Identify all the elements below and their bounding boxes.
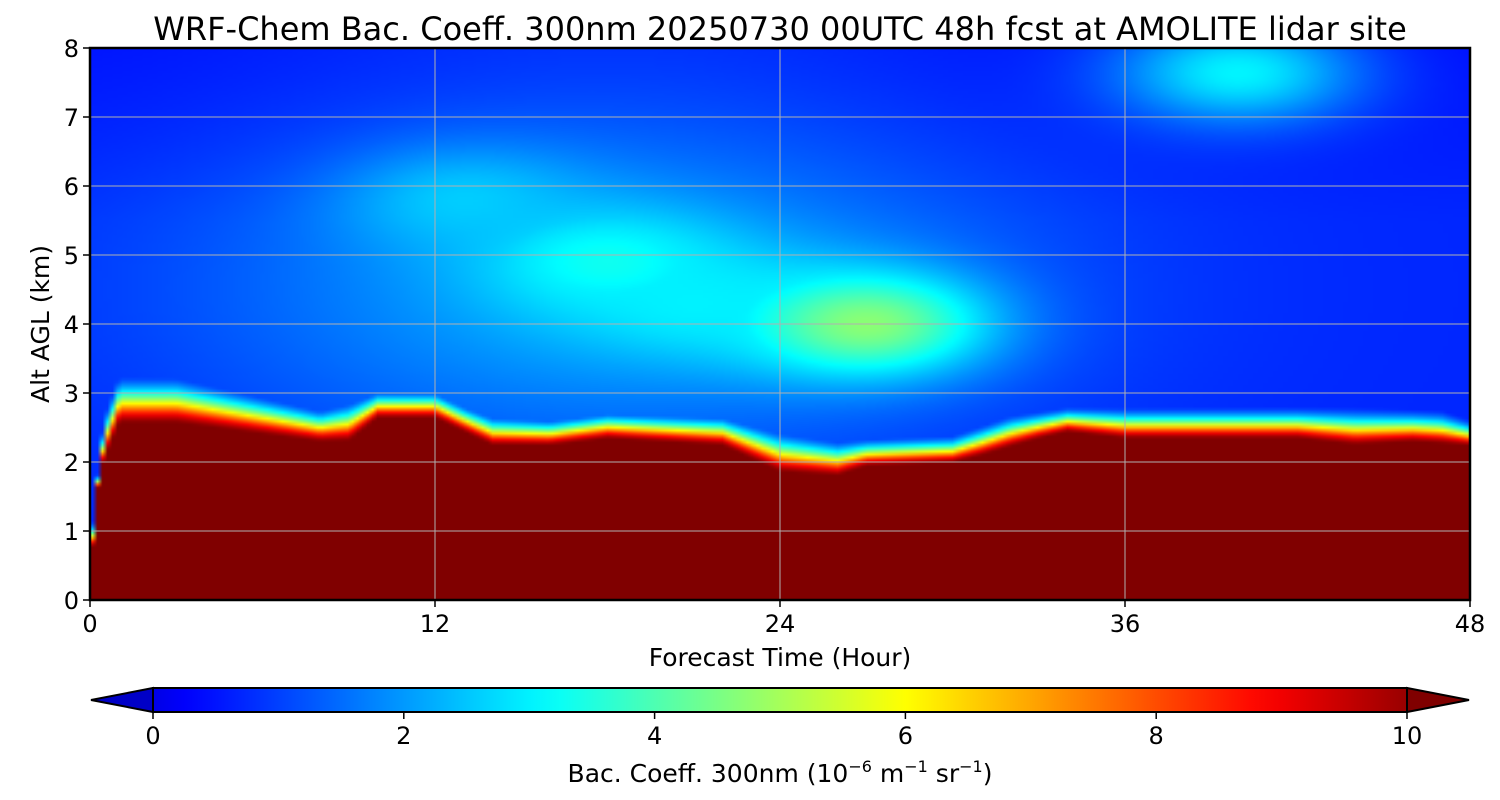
colorbar-tick-label: 4: [647, 722, 662, 750]
x-tick-label: 12: [420, 610, 451, 638]
y-tick-label: 8: [64, 35, 79, 63]
y-tick-label: 4: [64, 311, 79, 339]
x-tick-label: 36: [1110, 610, 1141, 638]
chart-title: WRF-Chem Bac. Coeff. 300nm 20250730 00UT…: [153, 10, 1407, 48]
colorbar-scale: [152, 687, 1408, 713]
grid-lines: [90, 48, 1470, 600]
y-tick-label: 3: [64, 380, 79, 408]
x-tick-label: 24: [765, 610, 796, 638]
y-tick-label: 2: [64, 449, 79, 477]
colorbar-tick-label: 6: [898, 722, 913, 750]
colorbar: 0 2 4 6 8 10 Bac. Coeff. 300nm (10−6 m−1 sr−1…: [90, 686, 1470, 788]
colorbar-exponent: −1: [904, 757, 928, 776]
y-axis-label: Alt AGL (km): [26, 245, 55, 403]
colorbar-exponent: −6: [848, 757, 872, 776]
colorbar-high-extension: [1406, 686, 1470, 714]
colorbar-label: Bac. Coeff. 300nm (10−6 m−1 sr−1): [568, 757, 993, 788]
colorbar-low-extension: [90, 686, 154, 714]
colorbar-tick-label: 0: [145, 722, 160, 750]
colorbar-tick-label: 2: [396, 722, 411, 750]
y-tick-label: 7: [64, 104, 79, 132]
y-tick-label: 6: [64, 173, 79, 201]
y-tick-label: 1: [64, 518, 79, 546]
x-tick-label: 0: [82, 610, 97, 638]
y-tick-label: 5: [64, 242, 79, 270]
colorbar-tick-label: 10: [1392, 722, 1423, 750]
x-axis-label: Forecast Time (Hour): [649, 643, 912, 672]
x-axis-ticks: 0 12 24 36 48: [82, 600, 1485, 638]
y-axis-ticks: 0 1 2 3 4 5 6 7 8: [64, 35, 90, 615]
colorbar-exponent: −1: [959, 757, 983, 776]
colorbar-tick-label: 8: [1149, 722, 1164, 750]
y-tick-label: 0: [64, 587, 79, 615]
x-tick-label: 48: [1455, 610, 1486, 638]
colorbar-ticks: 0 2 4 6 8 10: [145, 712, 1422, 750]
